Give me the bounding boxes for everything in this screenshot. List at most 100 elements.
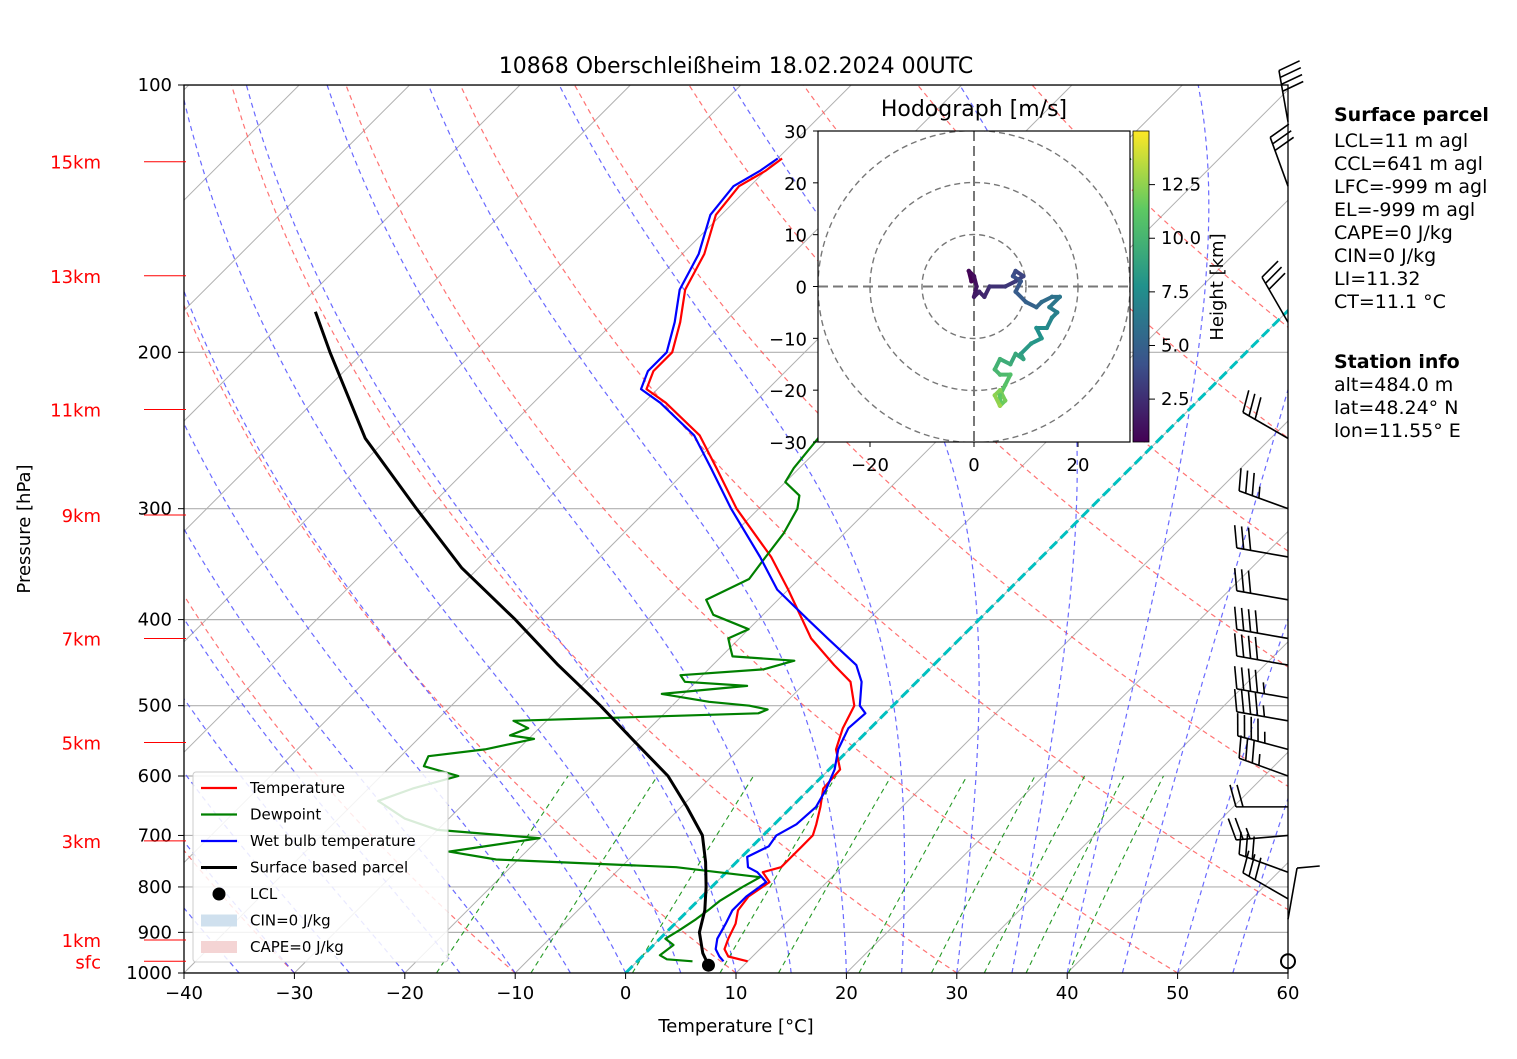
barb-feather xyxy=(1251,472,1255,496)
barb-feather xyxy=(1251,836,1255,860)
x-tick-label: 30 xyxy=(945,983,968,1004)
barb-staff xyxy=(1237,735,1289,751)
barb-feather xyxy=(1254,692,1259,716)
isotherm-line xyxy=(184,85,631,533)
barb-feather xyxy=(1238,735,1242,759)
barb-staff xyxy=(1236,628,1289,640)
hodograph-point xyxy=(1049,315,1055,320)
barb-feather xyxy=(1244,737,1249,761)
x-tick-label: 0 xyxy=(620,983,631,1004)
barb-staff xyxy=(1238,757,1289,777)
y-tick-label: 500 xyxy=(138,696,172,717)
hodograph-point xyxy=(997,372,1003,377)
legend-entry: Surface based parcel xyxy=(201,859,408,877)
info-lcl: LCL=11 m agl xyxy=(1334,130,1468,152)
moist-adiabat xyxy=(1121,387,1288,973)
barb-staff xyxy=(1236,834,1289,841)
hodograph-ring xyxy=(921,233,1027,340)
hodograph-point xyxy=(992,393,997,398)
barb-feather xyxy=(1251,740,1255,764)
dry-adiabat xyxy=(184,303,737,973)
hodograph-point xyxy=(1013,289,1018,294)
hodograph-point xyxy=(1057,294,1063,300)
info-lfc: LFC=-999 m agl xyxy=(1334,176,1487,198)
isotherm-line xyxy=(846,530,1288,973)
hodograph-point xyxy=(1055,310,1060,315)
wind-barb xyxy=(1233,606,1289,640)
x-axis-ticks: −40 −30 −20 −10 0 10 20 30 40 50 60 xyxy=(165,973,1299,1004)
moist-adiabat xyxy=(184,907,240,973)
barb-feather xyxy=(1240,526,1245,550)
hodograph-point xyxy=(966,268,971,274)
hodograph-point xyxy=(982,294,987,300)
wind-barb xyxy=(1238,831,1289,873)
hodograph-y-tick-label: 20 xyxy=(784,174,807,195)
barb-half-feather xyxy=(1262,705,1266,717)
x-tick-label: 60 xyxy=(1277,983,1300,1004)
barb-staff xyxy=(1278,70,1289,122)
legend-label: Dewpoint xyxy=(250,806,321,824)
parcel-line xyxy=(313,311,710,966)
wind-barb xyxy=(1233,568,1289,601)
mixing-ratio-line xyxy=(1068,775,1164,973)
isotherm-line xyxy=(184,85,410,312)
legend-entry: LCL xyxy=(212,885,278,903)
hodograph-point xyxy=(1049,294,1055,300)
height-label: 7km xyxy=(62,629,101,650)
hodograph-point xyxy=(987,284,992,289)
colorbar xyxy=(1132,130,1150,443)
height-label: 5km xyxy=(62,733,101,754)
info-ccl: CCL=641 m agl xyxy=(1334,153,1483,175)
barb-feather xyxy=(1282,80,1304,92)
hodograph-point xyxy=(977,289,982,294)
legend-entry: Temperature xyxy=(201,779,345,797)
moist-adiabat xyxy=(184,289,627,973)
barb-half-feather xyxy=(1245,827,1251,840)
mixing-ratio-line xyxy=(930,775,1036,973)
barb-feather xyxy=(1233,633,1238,657)
barb-feather xyxy=(1247,609,1252,632)
moist-adiabat xyxy=(1232,796,1288,973)
legend-entry: CIN=0 J/kg xyxy=(201,912,331,930)
dry-adiabat xyxy=(230,85,958,973)
barb-feather xyxy=(1233,606,1238,630)
y-tick-label: 100 xyxy=(138,75,172,96)
y-tick-label: 200 xyxy=(138,342,172,363)
legend-label: LCL xyxy=(250,885,278,903)
height-label: sfc xyxy=(75,952,101,973)
info-ct: CT=11.1 °C xyxy=(1334,291,1446,313)
hodograph-y-tick-label: −30 xyxy=(769,433,807,454)
barb-feather xyxy=(1269,123,1290,138)
mixing-ratio-line xyxy=(983,775,1086,973)
info-cin: CIN=0 J/kg xyxy=(1334,245,1436,267)
barb-feather xyxy=(1234,817,1244,840)
wind-barbs xyxy=(1227,60,1320,970)
x-tick-label: −10 xyxy=(496,983,534,1004)
wind-barb xyxy=(1233,689,1289,722)
barb-feather xyxy=(1238,831,1242,855)
hodograph-point xyxy=(992,367,997,372)
hodograph-point xyxy=(969,279,974,284)
isotherm-line xyxy=(184,85,852,753)
height-label: 11km xyxy=(50,401,101,422)
y-tick-label: 400 xyxy=(138,610,172,631)
hodograph-point xyxy=(1003,382,1008,388)
x-tick-label: −20 xyxy=(386,983,424,1004)
legend-label: Surface based parcel xyxy=(250,859,408,877)
hodograph-point xyxy=(971,294,977,300)
barb-feather xyxy=(1248,393,1256,417)
wind-barb xyxy=(1229,784,1288,808)
lcl-marker xyxy=(701,958,715,972)
surface-parcel-title: Surface parcel xyxy=(1334,104,1489,126)
isotherm-line xyxy=(184,85,521,422)
barb-feather xyxy=(1261,260,1279,278)
moist-adiabat xyxy=(326,85,792,973)
height-label: 9km xyxy=(62,506,101,527)
x-tick-label: 10 xyxy=(725,983,748,1004)
x-tick-label: −30 xyxy=(275,983,313,1004)
hodograph-point xyxy=(997,403,1003,408)
calm-wind-marker xyxy=(1280,953,1296,970)
barb-feather xyxy=(1233,525,1238,548)
barb-staff xyxy=(1236,655,1289,666)
